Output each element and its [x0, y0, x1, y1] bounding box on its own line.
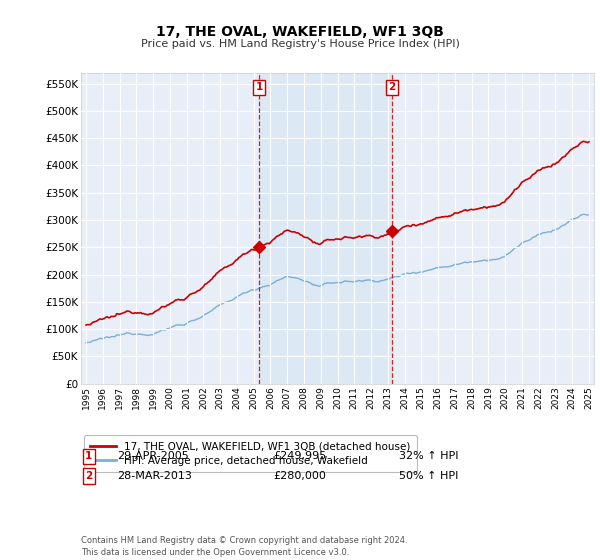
- Text: £280,000: £280,000: [273, 471, 326, 481]
- Text: 2: 2: [388, 82, 395, 92]
- Bar: [259, 73, 392, 384]
- Text: £249,995: £249,995: [273, 451, 326, 461]
- Text: 17, THE OVAL, WAKEFIELD, WF1 3QB: 17, THE OVAL, WAKEFIELD, WF1 3QB: [156, 25, 444, 39]
- Text: 1: 1: [256, 82, 263, 92]
- Text: 2: 2: [85, 471, 92, 481]
- Text: 32% ↑ HPI: 32% ↑ HPI: [399, 451, 458, 461]
- Text: 28-MAR-2013: 28-MAR-2013: [117, 471, 192, 481]
- Text: 50% ↑ HPI: 50% ↑ HPI: [399, 471, 458, 481]
- Text: Contains HM Land Registry data © Crown copyright and database right 2024.
This d: Contains HM Land Registry data © Crown c…: [81, 536, 407, 557]
- Text: 29-APR-2005: 29-APR-2005: [117, 451, 189, 461]
- Text: 1: 1: [85, 451, 92, 461]
- Legend: 17, THE OVAL, WAKEFIELD, WF1 3QB (detached house), HPI: Average price, detached : 17, THE OVAL, WAKEFIELD, WF1 3QB (detach…: [83, 436, 417, 472]
- Text: Price paid vs. HM Land Registry's House Price Index (HPI): Price paid vs. HM Land Registry's House …: [140, 39, 460, 49]
